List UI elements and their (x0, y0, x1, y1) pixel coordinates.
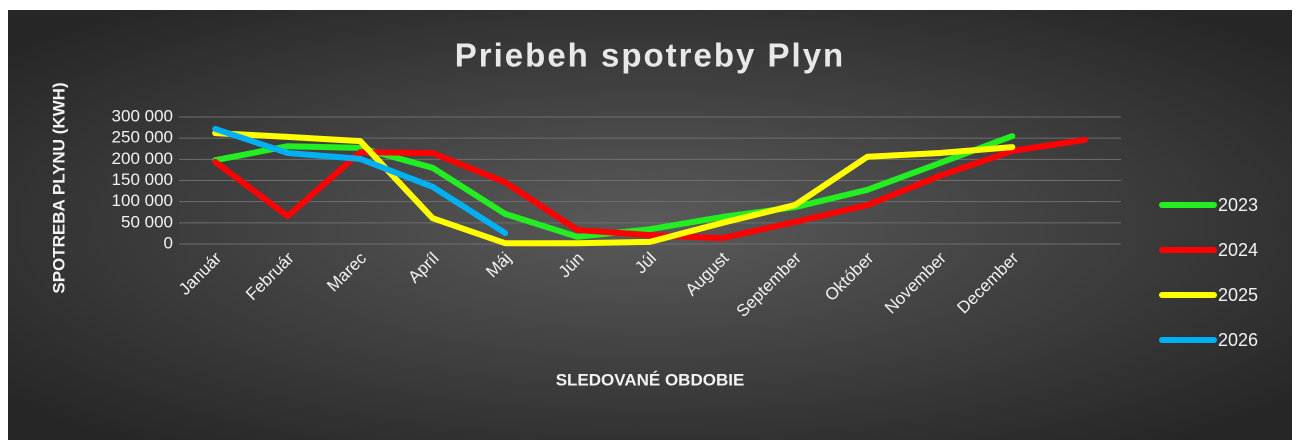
series-line (212, 136, 1088, 242)
legend-label: 2026 (1218, 330, 1258, 350)
y-tick-label: 0 (164, 233, 173, 252)
y-tick-label: 200 000 (112, 149, 173, 168)
legend-label: 2025 (1218, 285, 1258, 305)
y-tick-label: 300 000 (112, 106, 173, 125)
x-axis-title: SLEDOVANÉ OBDOBIE (556, 370, 745, 389)
legend-label: 2024 (1218, 240, 1258, 260)
y-tick-label: 150 000 (112, 170, 173, 189)
chart-title: Priebeh spotreby Plyn (455, 37, 845, 74)
y-tick-label: 250 000 (112, 128, 173, 147)
y-axis-title: SPOTREBA PLYNU (KWH) (49, 82, 68, 293)
series-line (212, 125, 509, 236)
y-tick-label: 100 000 (112, 191, 173, 210)
chart-background (8, 10, 1292, 440)
y-tick-label: 50 000 (121, 212, 173, 231)
legend-label: 2023 (1218, 195, 1258, 215)
series-line (212, 130, 1016, 247)
